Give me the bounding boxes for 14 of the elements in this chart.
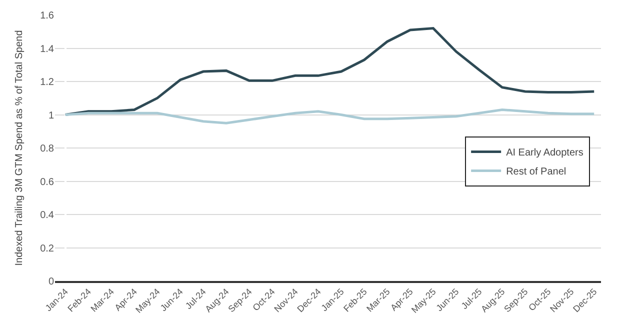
y-tick-label: 1.2 bbox=[40, 77, 54, 88]
y-tick-label: 1 bbox=[48, 110, 54, 122]
y-tick-label: 0 bbox=[48, 276, 54, 288]
legend-label: AI Early Adopters bbox=[506, 148, 584, 159]
line-series bbox=[64, 27, 596, 116]
y-tick-label: 0.4 bbox=[40, 210, 54, 221]
y-tick-label: 0.6 bbox=[40, 176, 54, 188]
legend-label: Rest of Panel bbox=[506, 166, 566, 178]
y-tick-label: 0.2 bbox=[40, 243, 54, 254]
y-axis-title: Indexed Trailing 3M GTM Spend as % of Total Spend bbox=[14, 30, 26, 266]
line-series bbox=[64, 108, 596, 124]
y-tick-label: 1.6 bbox=[40, 10, 54, 22]
y-tick-label: 0.8 bbox=[40, 144, 54, 154]
y-tick-label: 1.4 bbox=[40, 44, 54, 55]
